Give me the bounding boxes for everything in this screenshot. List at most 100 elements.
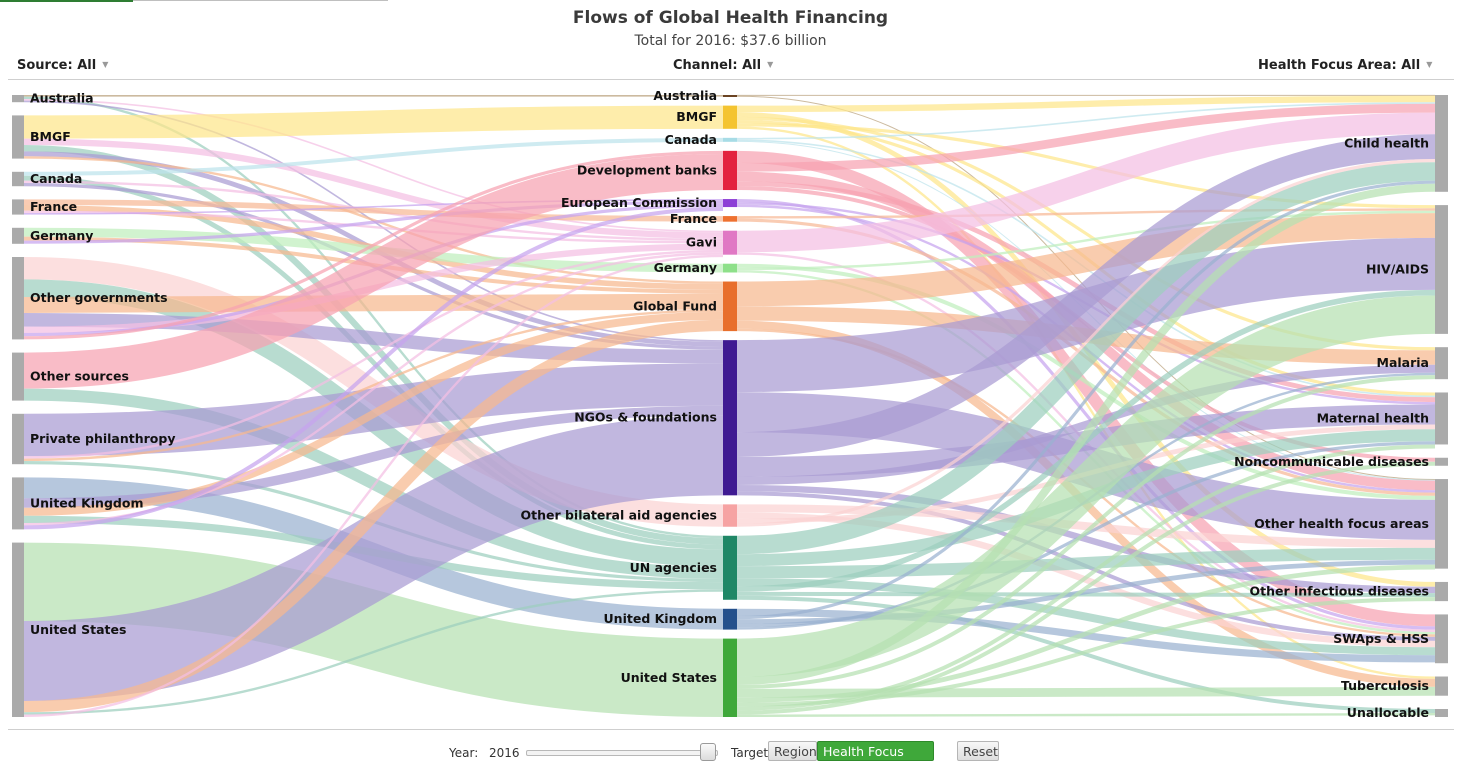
sankey-link[interactable] xyxy=(736,364,1436,485)
source-node-private-philanthropy[interactable] xyxy=(12,413,24,465)
sankey-nodes xyxy=(12,95,1448,717)
reset-button[interactable]: Reset xyxy=(957,741,999,761)
channel-node-european-commission[interactable] xyxy=(723,199,737,208)
channel-node-un-agencies[interactable] xyxy=(723,535,737,600)
channel-node-australia[interactable] xyxy=(723,95,737,97)
sankey-link[interactable] xyxy=(736,686,1436,698)
sankey-link[interactable] xyxy=(736,102,1436,140)
sankey-link[interactable] xyxy=(23,200,724,244)
channel-node-other-bilateral-aid-agencies[interactable] xyxy=(723,504,737,527)
channel-node-development-banks[interactable] xyxy=(723,150,737,191)
source-node-canada[interactable] xyxy=(12,171,24,187)
controls-bar: Year: 2016 Target Region Health Focus Ar… xyxy=(0,740,1461,779)
sankey-link[interactable] xyxy=(736,295,1436,677)
focus-node-noncommunicable-diseases[interactable] xyxy=(1435,457,1448,466)
channel-node-gavi[interactable] xyxy=(723,230,737,255)
year-slider-handle[interactable] xyxy=(700,743,716,761)
year-value: 2016 xyxy=(489,746,520,760)
source-node-united-states[interactable] xyxy=(12,542,24,717)
sankey-link[interactable] xyxy=(23,415,724,701)
sankey-link[interactable] xyxy=(23,138,724,239)
sankey-link[interactable] xyxy=(23,150,724,340)
source-node-united-kingdom[interactable] xyxy=(12,477,24,530)
sankey-link[interactable] xyxy=(23,254,724,717)
source-node-bmgf[interactable] xyxy=(12,115,24,159)
sankey-link[interactable] xyxy=(23,311,724,516)
target-health-focus-area-button[interactable]: Health Focus Area xyxy=(817,741,934,779)
channel-node-ngos-and-foundations[interactable] xyxy=(723,340,737,496)
sankey-link[interactable] xyxy=(736,559,1436,624)
sankey-link[interactable] xyxy=(736,112,1436,253)
focus-node-child-health[interactable] xyxy=(1435,95,1448,192)
channel-node-global-fund[interactable] xyxy=(723,281,737,332)
sankey-link[interactable] xyxy=(23,319,724,713)
sankey-link[interactable] xyxy=(736,484,1436,594)
sankey-link[interactable] xyxy=(736,375,1436,689)
sankey-link[interactable] xyxy=(736,213,1436,307)
channel-node-france[interactable] xyxy=(723,216,737,222)
source-node-france[interactable] xyxy=(12,199,24,215)
channel-label-global-fund: Global Fund xyxy=(633,298,717,313)
sankey-link[interactable] xyxy=(736,134,1436,457)
sankey-link[interactable] xyxy=(736,95,1436,113)
sankey-link[interactable] xyxy=(23,199,724,222)
sankey-link[interactable] xyxy=(736,123,1436,209)
sankey-link[interactable] xyxy=(23,542,724,717)
focus-node-maternal-health[interactable] xyxy=(1435,392,1448,445)
focus-node-unallocable[interactable] xyxy=(1435,709,1448,717)
sankey-link[interactable] xyxy=(736,595,1436,713)
channel-label-development-banks: Development banks xyxy=(577,162,717,177)
focus-node-other-health-focus-areas[interactable] xyxy=(1435,479,1448,569)
source-filter[interactable]: Source: All ▼ xyxy=(17,58,108,73)
focus-filter[interactable]: Health Focus Area: All ▼ xyxy=(1258,58,1432,73)
source-node-other-governments[interactable] xyxy=(12,257,24,340)
sankey-link[interactable] xyxy=(736,578,1436,656)
channel-node-united-kingdom[interactable] xyxy=(723,608,737,630)
focus-node-tuberculosis[interactable] xyxy=(1435,676,1448,696)
sankey-link[interactable] xyxy=(23,249,724,459)
channel-node-united-states[interactable] xyxy=(723,638,737,717)
year-slider[interactable] xyxy=(526,750,718,756)
sankey-link[interactable] xyxy=(23,137,724,176)
sankey-link[interactable] xyxy=(736,103,1436,172)
focus-node-swaps-and-hss[interactable] xyxy=(1435,614,1448,664)
sankey-link[interactable] xyxy=(736,180,1436,620)
sankey-link[interactable] xyxy=(736,504,1436,548)
sankey-link[interactable] xyxy=(736,713,1436,717)
sankey-link[interactable] xyxy=(736,183,1436,685)
sankey-link[interactable] xyxy=(736,162,1436,555)
source-node-australia[interactable] xyxy=(12,95,24,103)
sankey-link[interactable] xyxy=(23,175,724,550)
source-node-germany[interactable] xyxy=(12,227,24,244)
sankey-link[interactable] xyxy=(23,207,724,530)
sankey-link[interactable] xyxy=(23,156,724,284)
sankey-link[interactable] xyxy=(23,388,724,579)
channel-filter[interactable]: Channel: All ▼ xyxy=(673,58,773,73)
sankey-link[interactable] xyxy=(23,154,724,389)
focus-node-hiv-aids[interactable] xyxy=(1435,205,1448,334)
sankey-link[interactable] xyxy=(736,237,1436,393)
sankey-link[interactable] xyxy=(23,105,724,139)
sankey-link[interactable] xyxy=(23,293,724,313)
sankey-link[interactable] xyxy=(23,99,724,233)
sankey-link[interactable] xyxy=(23,589,724,715)
source-node-other-sources[interactable] xyxy=(12,352,24,401)
focus-filter-label: Health Focus Area: All xyxy=(1258,58,1421,73)
footer-divider xyxy=(8,729,1454,730)
channel-node-canada[interactable] xyxy=(723,137,737,142)
chart-title: Flows of Global Health Financing xyxy=(572,8,889,28)
sankey-link[interactable] xyxy=(736,461,1436,715)
sankey-link[interactable] xyxy=(736,159,1436,527)
channel-node-germany[interactable] xyxy=(723,263,737,273)
sankey-link[interactable] xyxy=(736,444,1436,711)
focus-node-malaria[interactable] xyxy=(1435,347,1448,380)
sankey-link[interactable] xyxy=(23,313,724,364)
source-label-australia: Australia xyxy=(30,91,94,106)
channel-label-united-kingdom: United Kingdom xyxy=(604,611,717,626)
sankey-link[interactable] xyxy=(736,208,1436,219)
target-region-button[interactable]: Region xyxy=(768,741,817,761)
focus-node-other-infectious-diseases[interactable] xyxy=(1435,581,1448,602)
sankey-link[interactable] xyxy=(23,309,724,461)
sankey-link[interactable] xyxy=(23,227,724,273)
channel-node-bmgf[interactable] xyxy=(723,105,737,129)
